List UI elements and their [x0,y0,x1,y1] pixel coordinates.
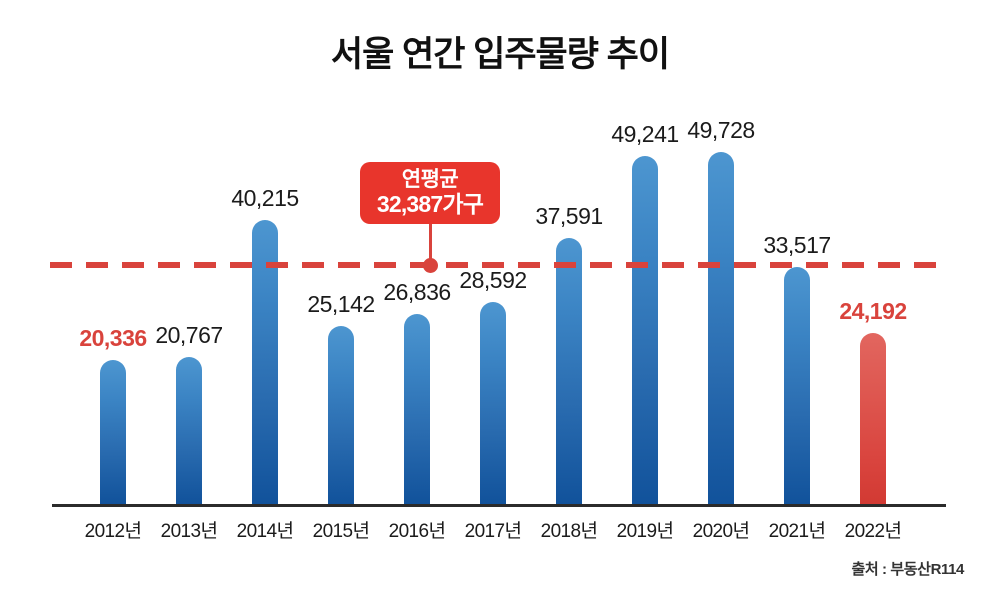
bar[interactable] [860,333,886,504]
x-axis-tick-label: 2019년 [616,521,674,542]
average-connector-line [429,222,432,262]
bar-group: 20,767 [155,322,223,504]
bar[interactable] [176,357,202,504]
bar[interactable] [480,302,506,504]
bar[interactable] [708,152,734,504]
x-axis-tick-label: 2022년 [844,521,902,542]
x-axis-tick-label: 2015년 [312,521,370,542]
bar-group: 49,241 [611,121,679,504]
bar[interactable] [784,267,810,504]
bar-group: 37,591 [535,203,603,504]
average-badge-label: 연평균 [401,168,459,192]
source-note: 출처 : 부동산R114 [851,561,964,578]
bar-value-label: 37,591 [535,203,603,229]
page-title: 서울 연간 입주물량 추이 [330,35,670,74]
bar-value-label: 40,215 [231,185,299,211]
x-axis-tick-label: 2021년 [768,521,826,542]
bar-value-label: 25,142 [307,291,375,317]
bar-value-label: 20,336 [79,325,147,351]
bar-value-label: 49,241 [611,121,679,147]
x-axis-tick-label: 2014년 [236,521,294,542]
bar-group: 24,192 [839,298,907,504]
bar-value-label: 24,192 [839,298,907,324]
bar[interactable] [632,156,658,504]
bar-group: 49,728 [687,117,755,504]
bar[interactable] [328,326,354,504]
average-badge: 연평균 32,387가구 [360,162,500,224]
bar-group: 25,142 [307,291,375,504]
bar-value-label: 26,836 [383,279,451,305]
average-marker-dot [423,258,438,273]
x-axis-tick-label: 2013년 [160,521,218,542]
bar-group: 28,592 [459,267,527,504]
bar-group: 33,517 [763,232,831,504]
bar-value-label: 20,767 [155,322,223,348]
bar[interactable] [556,238,582,504]
x-axis-tick-label: 2018년 [540,521,598,542]
bar-value-label: 28,592 [459,267,527,293]
x-axis-tick-label: 2016년 [388,521,446,542]
average-badge-value: 32,387가구 [376,190,484,217]
average-reference-line [50,262,946,268]
bar-value-label: 49,728 [687,117,755,143]
x-axis-line [52,504,946,507]
bar[interactable] [100,360,126,504]
bar-group: 26,836 [383,279,451,504]
x-axis-tick-label: 2012년 [84,521,142,542]
bar-group: 20,336 [79,325,147,504]
x-axis-tick-label: 2017년 [464,521,522,542]
bar-value-label: 33,517 [763,232,831,258]
x-axis-tick-label: 2020년 [692,521,750,542]
bar[interactable] [404,314,430,504]
